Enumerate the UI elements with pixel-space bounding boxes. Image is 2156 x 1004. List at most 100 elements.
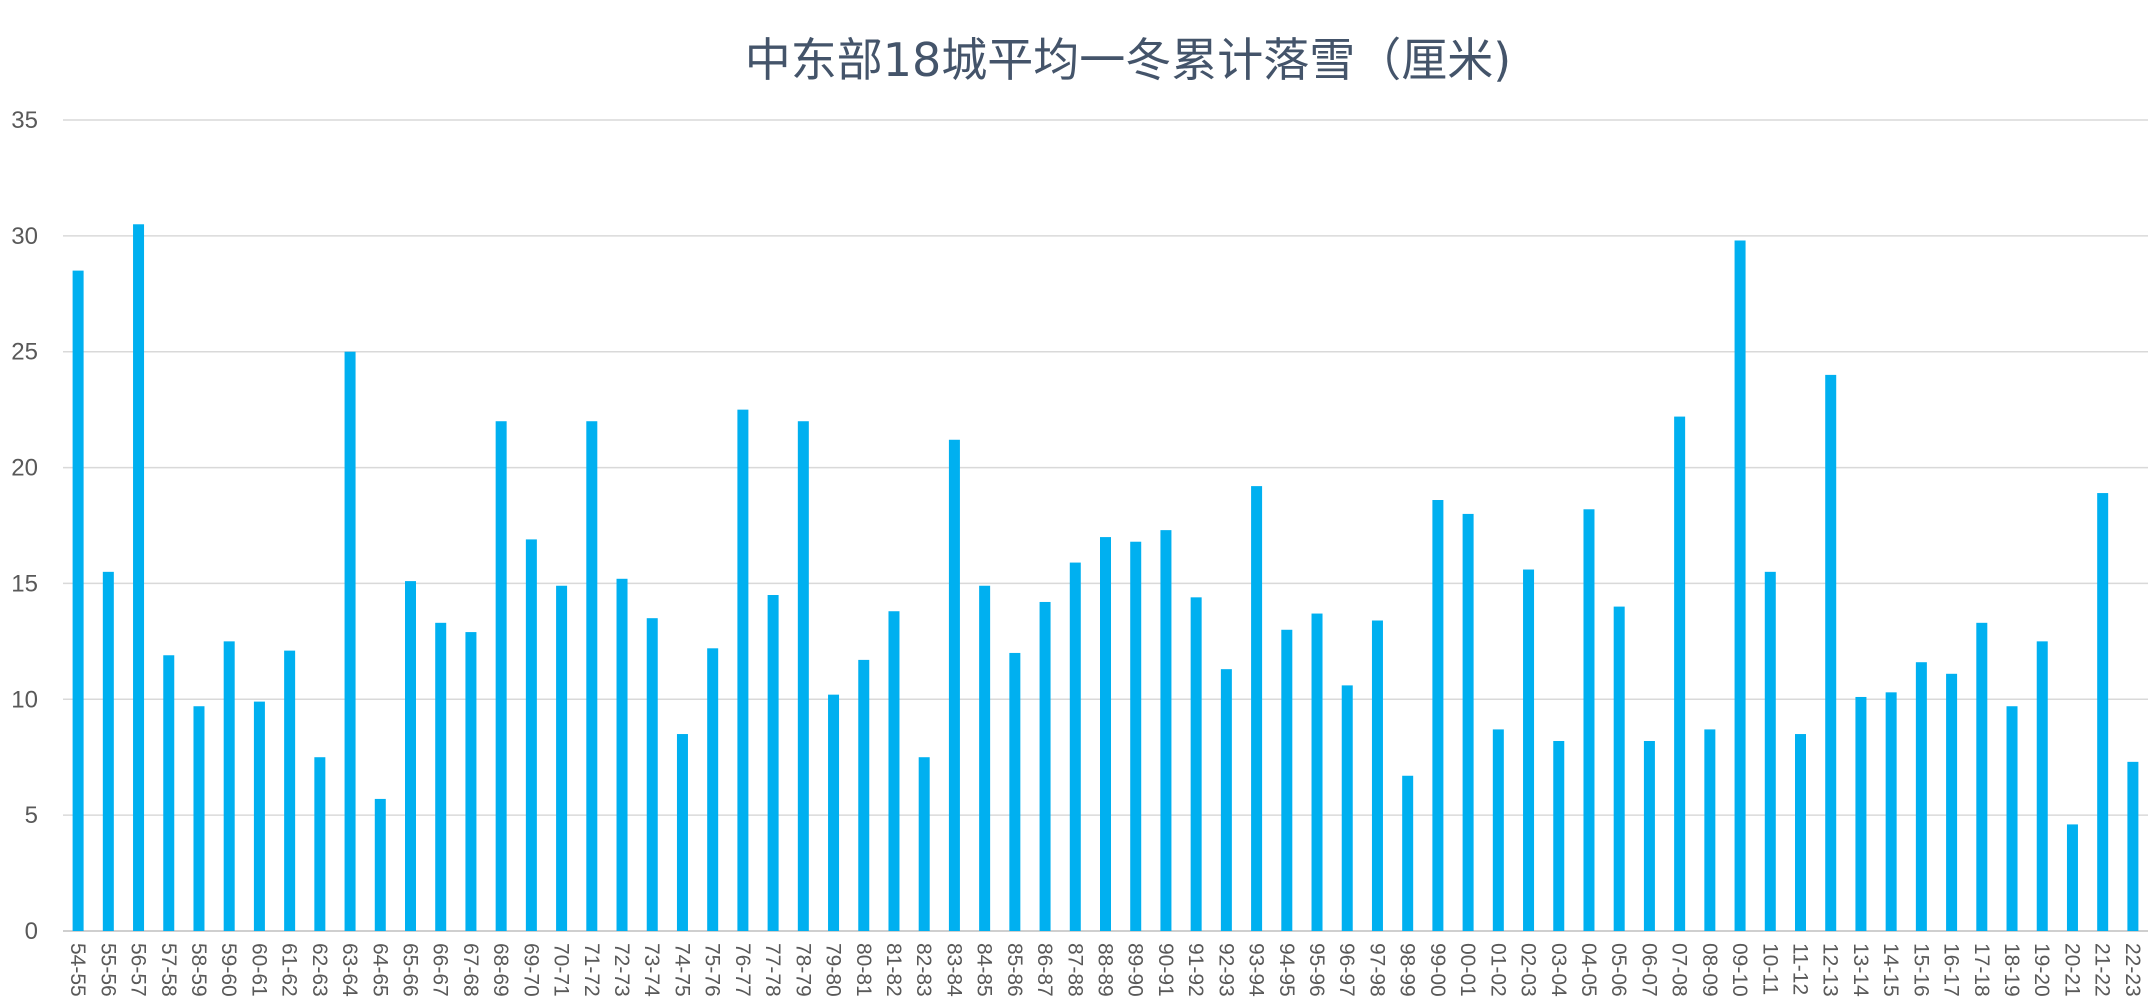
x-tick-label: 62-63 <box>308 943 331 997</box>
bar-95-96 <box>1311 613 1323 931</box>
x-tick-label: 63-64 <box>338 943 361 997</box>
bar-90-91 <box>1160 530 1172 931</box>
x-tick-label: 89-90 <box>1124 943 1147 997</box>
bar-97-98 <box>1371 620 1383 931</box>
x-tick-label: 02-03 <box>1517 943 1540 997</box>
bar-93-94 <box>1251 486 1263 931</box>
x-tick-label: 77-78 <box>761 943 784 997</box>
x-tick-label: 91-92 <box>1184 943 1207 997</box>
x-tick-label: 04-05 <box>1577 943 1600 997</box>
x-tick-label: 08-09 <box>1698 943 1721 997</box>
x-tick-label: 79-80 <box>822 943 845 997</box>
bar-77-78 <box>767 595 779 931</box>
bar-67-68 <box>465 632 477 931</box>
x-tick-label: 75-76 <box>701 943 724 997</box>
x-tick-label: 16-17 <box>1940 943 1963 997</box>
bars <box>72 224 2139 932</box>
x-tick-label: 19-20 <box>2030 943 2053 997</box>
y-tick-label: 0 <box>25 918 38 945</box>
bar-61-62 <box>284 650 296 931</box>
x-tick-label: 85-86 <box>1003 943 1026 997</box>
x-tick-label: 15-16 <box>1909 943 1932 997</box>
x-tick-label: 94-95 <box>1275 943 1298 997</box>
x-tick-label: 11-12 <box>1789 943 1812 995</box>
bar-19-20 <box>2036 641 2048 931</box>
bar-13-14 <box>1855 696 1867 931</box>
bar-54-55 <box>72 270 84 932</box>
bar-79-80 <box>828 694 840 931</box>
bar-20-21 <box>2066 824 2078 931</box>
bar-80-81 <box>858 659 870 931</box>
bar-02-03 <box>1523 569 1535 931</box>
chart-title: 中东部18城平均一冬累计落雪（厘米) <box>745 33 1511 87</box>
x-tick-label: 84-85 <box>973 943 996 997</box>
bar-66-67 <box>435 622 447 931</box>
y-tick-label: 20 <box>11 455 38 482</box>
bar-07-08 <box>1674 416 1686 931</box>
x-tick-label: 61-62 <box>278 943 301 997</box>
bar-82-83 <box>918 757 930 931</box>
x-tick-label: 88-89 <box>1094 943 1117 997</box>
bar-57-58 <box>163 655 175 931</box>
x-tick-label: 82-83 <box>912 943 935 997</box>
y-axis-ticks: 0 5 10 15 20 25 30 35 <box>11 107 38 945</box>
bar-55-56 <box>102 571 114 931</box>
bar-98-99 <box>1402 775 1414 931</box>
x-tick-label: 10-11 <box>1758 943 1781 995</box>
x-tick-label: 93-94 <box>1245 943 1268 997</box>
x-tick-label: 76-77 <box>731 943 754 997</box>
bar-15-16 <box>1915 662 1927 931</box>
x-tick-label: 01-02 <box>1486 943 1509 997</box>
x-tick-label: 17-18 <box>1970 943 1993 997</box>
bar-17-18 <box>1976 622 1988 931</box>
x-tick-label: 14-15 <box>1879 943 1902 997</box>
bar-69-70 <box>525 539 537 931</box>
x-tick-label: 18-19 <box>2000 943 2023 997</box>
bar-91-92 <box>1190 597 1202 931</box>
x-tick-label: 58-59 <box>187 943 210 997</box>
bar-86-87 <box>1039 601 1051 931</box>
x-tick-label: 95-96 <box>1305 943 1328 997</box>
bar-09-10 <box>1734 240 1746 931</box>
bar-58-59 <box>193 706 205 931</box>
bar-64-65 <box>374 798 386 931</box>
x-tick-label: 87-88 <box>1063 943 1086 997</box>
bar-62-63 <box>314 757 326 931</box>
x-tick-label: 66-67 <box>429 943 452 997</box>
x-tick-label: 80-81 <box>852 943 875 997</box>
x-tick-label: 54-55 <box>66 943 89 997</box>
x-tick-label: 07-08 <box>1668 943 1691 997</box>
bar-88-89 <box>1100 537 1111 931</box>
bar-76-77 <box>737 409 749 932</box>
bar-04-05 <box>1583 509 1595 931</box>
x-tick-label: 56-57 <box>127 943 150 997</box>
bar-83-84 <box>948 439 960 931</box>
x-tick-label: 69-70 <box>519 943 542 997</box>
x-tick-label: 83-84 <box>942 943 965 997</box>
x-tick-label: 65-66 <box>399 943 422 997</box>
bar-92-93 <box>1220 669 1232 931</box>
x-tick-label: 86-87 <box>1033 943 1056 997</box>
bar-73-74 <box>646 618 658 931</box>
x-tick-label: 78-79 <box>791 943 814 997</box>
bar-74-75 <box>676 734 688 931</box>
y-tick-label: 5 <box>25 802 38 829</box>
bar-22-23 <box>2127 761 2139 931</box>
bar-68-69 <box>495 421 507 931</box>
bar-94-95 <box>1281 629 1293 931</box>
bar-59-60 <box>223 641 235 931</box>
x-tick-label: 20-21 <box>2060 943 2083 997</box>
bar-03-04 <box>1553 740 1565 931</box>
x-tick-label: 70-71 <box>550 943 573 997</box>
y-tick-label: 15 <box>11 570 38 597</box>
x-tick-label: 55-56 <box>96 943 119 997</box>
bar-63-64 <box>344 351 356 931</box>
x-tick-label: 71-72 <box>580 943 603 997</box>
bar-00-01 <box>1462 513 1474 931</box>
x-tick-label: 21-22 <box>2091 943 2114 997</box>
bar-05-06 <box>1613 606 1625 931</box>
bar-87-88 <box>1069 562 1081 931</box>
x-tick-label: 68-69 <box>489 943 512 997</box>
x-tick-label: 13-14 <box>1849 943 1872 997</box>
